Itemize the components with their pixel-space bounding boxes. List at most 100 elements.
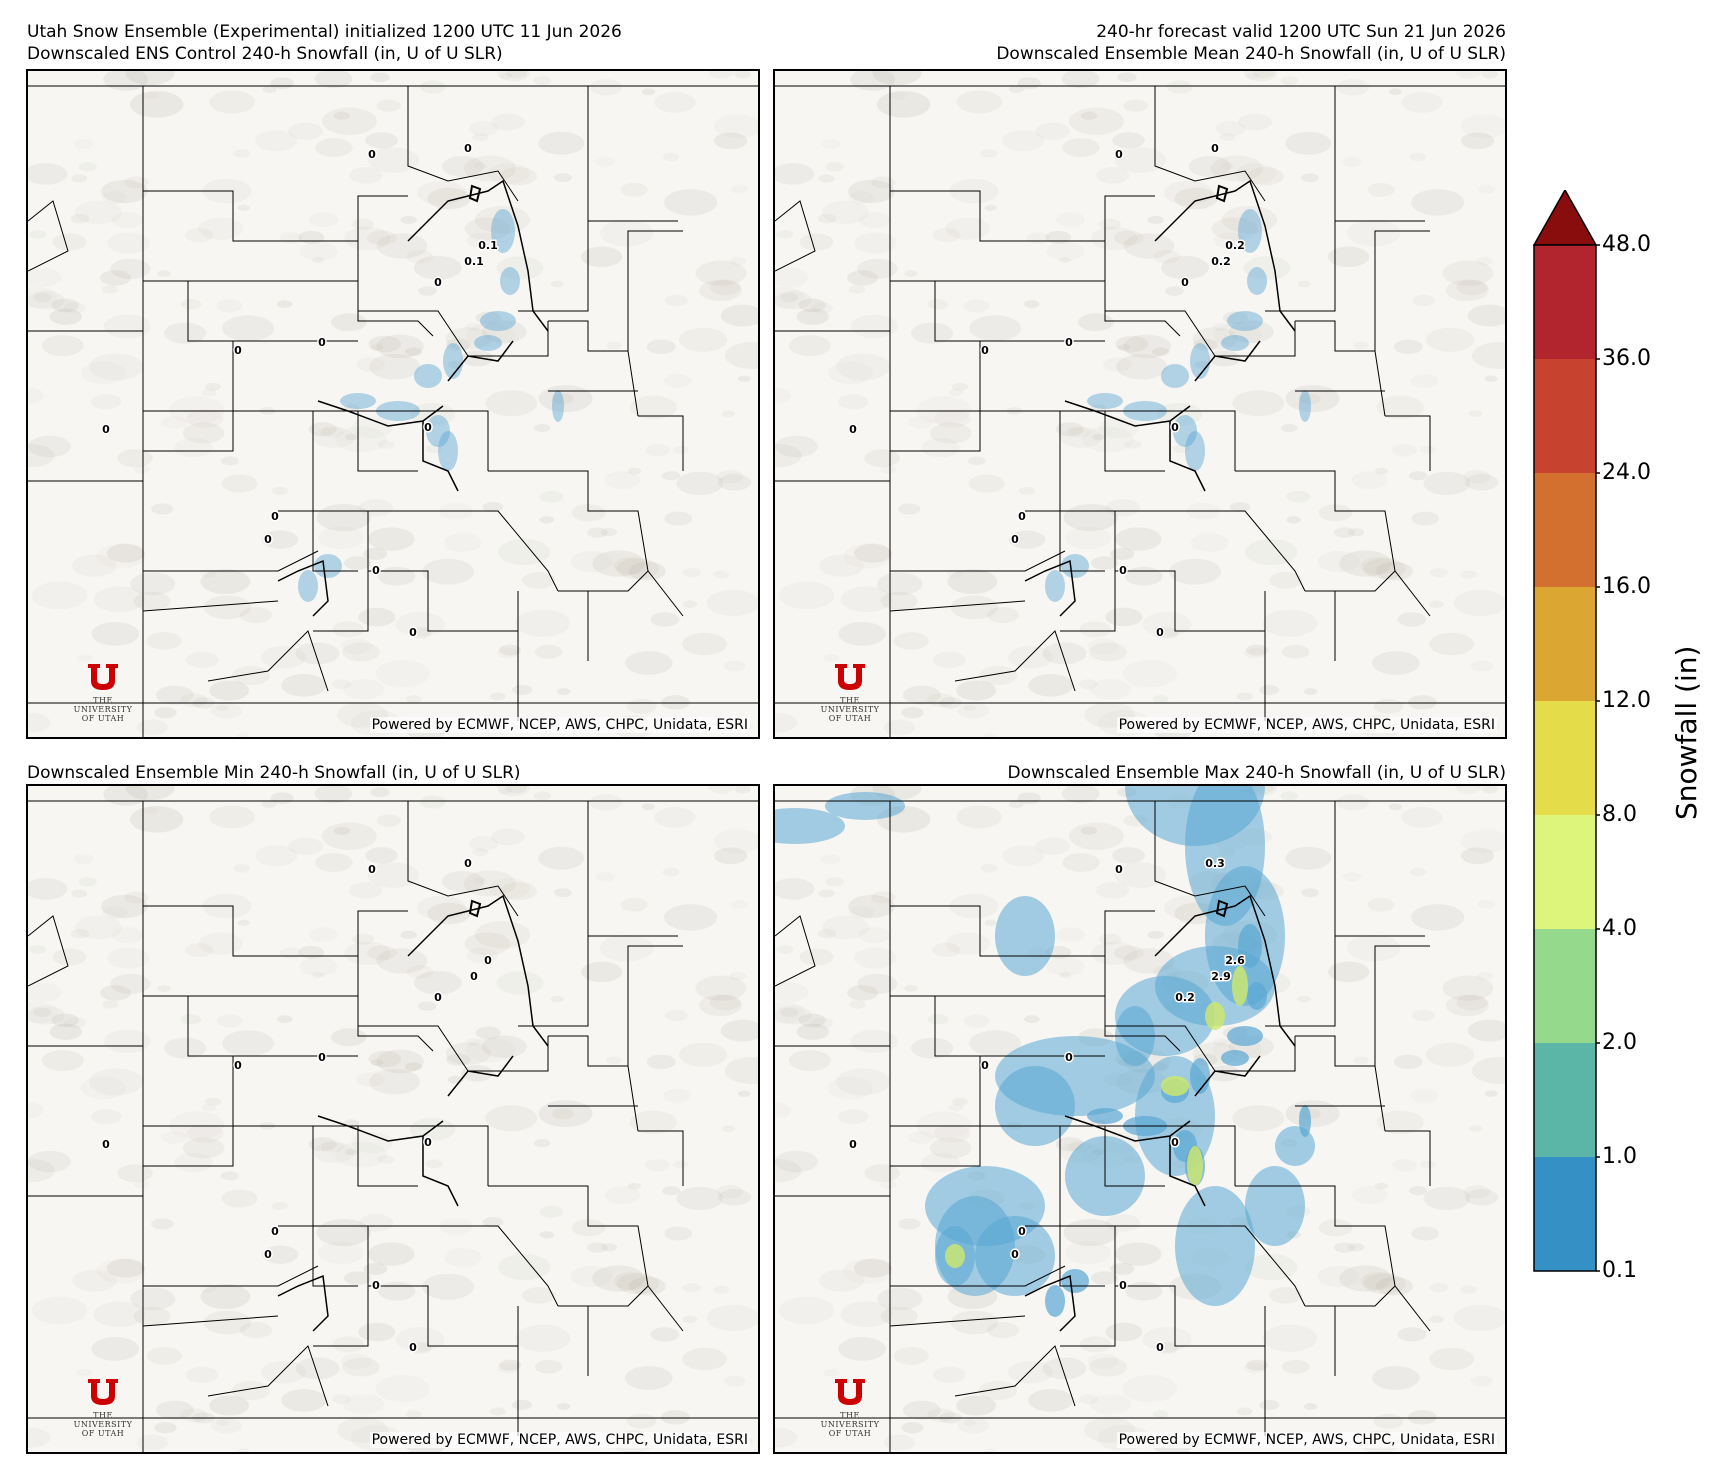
point-value-label: 0 [981, 344, 989, 357]
map-panel-max: 0 0.3 2.6 2.9 0.2 0 0 0 0 0 0 0 0 THE UNIVERSITY OF UTA… [773, 784, 1507, 1454]
county-boundaries [28, 800, 758, 1452]
university-logo: THE UNIVERSITY OF UTAH [58, 1377, 148, 1438]
point-value-label: 0 [1156, 626, 1164, 639]
colorbar-tick-label: 1.0 [1602, 1144, 1637, 1169]
colorbar-segment [1534, 587, 1596, 701]
point-value-label: 2.6 [1225, 954, 1245, 967]
point-value-label: 0 [849, 423, 857, 436]
logo-line-2: UNIVERSITY [820, 1420, 880, 1429]
point-value-label: 0 [1171, 421, 1179, 434]
ridge-lines [1024, 894, 1296, 1332]
panel-title-control: Downscaled ENS Control 240-h Snowfall (i… [27, 44, 503, 64]
colorbar-tick-label: 12.0 [1602, 688, 1651, 713]
logo-line-3: OF UTAH [828, 1429, 872, 1438]
terrain-shading [28, 71, 758, 737]
colorbar-segment [1534, 359, 1596, 473]
map-canvas: 0 0.3 2.6 2.9 0.2 0 0 0 0 0 0 0 0 [775, 786, 1505, 1452]
terrain-shading [28, 786, 758, 1452]
point-value-label: 0 [264, 533, 272, 546]
reservoir-outline [468, 899, 482, 918]
map-panel-mean: 0 0 0.2 0.2 0 0 0 0 0 0 0 0 0 THE UNIVERSITY OF UTAH Pow… [773, 69, 1507, 739]
university-logo: THE UNIVERSITY OF UTAH [805, 662, 895, 723]
point-labels: 0 0.3 2.6 2.9 0.2 0 0 0 0 0 0 0 0 [848, 856, 1247, 1356]
point-value-label: 0 [1011, 533, 1019, 546]
colorbar-segment [1534, 473, 1596, 587]
point-value-label: 0 [409, 1341, 417, 1354]
map-canvas: 0 0 0.2 0.2 0 0 0 0 0 0 0 0 0 [775, 71, 1505, 737]
ridge-lines [1024, 179, 1296, 617]
point-value-label: 0 [470, 970, 478, 983]
logo-line-2: UNIVERSITY [820, 705, 880, 714]
credit-text: Powered by ECMWF, NCEP, AWS, CHPC, Unida… [1116, 1432, 1497, 1448]
point-value-label: 0 [424, 1136, 432, 1149]
point-value-label: 0 [434, 276, 442, 289]
logo-line-2: UNIVERSITY [73, 705, 133, 714]
colorbar-tick-label: 2.0 [1602, 1030, 1637, 1055]
terrain-shading [775, 71, 1505, 737]
colorbar-tick-label: 0.1 [1602, 1258, 1637, 1283]
logo-line-3: OF UTAH [81, 714, 125, 723]
u-logo-icon [88, 1379, 118, 1405]
point-value-label: 0.1 [464, 255, 484, 268]
ridge-lines [277, 894, 549, 1332]
snowfall-shading [298, 209, 564, 602]
point-value-label: 0 [372, 564, 380, 577]
snowfall-shading [1045, 209, 1311, 602]
university-logo: THE UNIVERSITY OF UTAH [58, 662, 148, 723]
figure-title-left-1: Utah Snow Ensemble (Experimental) initia… [27, 22, 622, 42]
colorbar-segment [1534, 1043, 1596, 1157]
u-logo-icon [835, 1379, 865, 1405]
map-canvas: 0 0 0.1 0.1 0 0 0 0 0 0 0 0 0 [28, 71, 758, 737]
point-value-label: 0 [372, 1279, 380, 1292]
point-value-label: 0 [849, 1138, 857, 1151]
point-value-label: 0 [981, 1059, 989, 1072]
colorbar-tick-label: 16.0 [1602, 574, 1651, 599]
point-value-label: 0.3 [1205, 857, 1225, 870]
point-value-label: 0 [1119, 1279, 1127, 1292]
reservoir-outline [468, 184, 482, 203]
point-value-label: 0 [1181, 276, 1189, 289]
reservoir-outline [1215, 184, 1229, 203]
point-value-label: 0 [102, 1138, 110, 1151]
logo-line-1: THE [93, 696, 113, 705]
colorbar-segment [1534, 929, 1596, 1043]
point-value-label: 0 [1211, 142, 1219, 155]
colorbar: 48.0 36.0 24.0 16.0 12.0 8.0 4.0 2.0 1.0 0.1 Snow… [1530, 188, 1730, 1290]
point-value-label: 0 [434, 991, 442, 1004]
point-value-label: 0 [1115, 148, 1123, 161]
point-value-label: 0 [1011, 1248, 1019, 1261]
panel-title-min: Downscaled Ensemble Min 240-h Snowfall (… [27, 763, 521, 783]
point-value-label: 0 [1115, 863, 1123, 876]
colorbar-tick-label: 4.0 [1602, 916, 1637, 941]
logo-line-1: THE [840, 1411, 860, 1420]
colorbar-extend-arrow [1532, 188, 1598, 246]
colorbar-segment [1534, 1157, 1596, 1271]
point-value-label: 0 [264, 1248, 272, 1261]
county-boundaries [28, 85, 758, 737]
figure-title-right-1: 240-hr forecast valid 1200 UTC Sun 21 Ju… [1096, 22, 1506, 42]
point-value-label: 0 [409, 626, 417, 639]
u-logo-icon [88, 664, 118, 690]
logo-line-1: THE [93, 1411, 113, 1420]
point-value-label: 0.2 [1211, 255, 1231, 268]
point-value-label: 0 [271, 1225, 279, 1238]
colorbar-tick-label: 48.0 [1602, 232, 1651, 257]
colorbar-scale [1532, 188, 1602, 1272]
point-value-label: 0 [1018, 1225, 1026, 1238]
county-boundaries [775, 800, 1505, 1452]
point-value-label: 0 [271, 510, 279, 523]
logo-line-1: THE [840, 696, 860, 705]
credit-text: Powered by ECMWF, NCEP, AWS, CHPC, Unida… [369, 717, 750, 733]
point-value-label: 0 [368, 863, 376, 876]
colorbar-segment [1534, 245, 1596, 359]
map-panel-control: 0 0 0.1 0.1 0 0 0 0 0 0 0 0 0 THE UNIVERSITY OF UTAH Pow… [26, 69, 760, 739]
point-labels: 0 0 0.1 0.1 0 0 0 0 0 0 0 0 0 [101, 141, 500, 641]
point-labels: 0 0 0.2 0.2 0 0 0 0 0 0 0 0 0 [848, 141, 1247, 641]
colorbar-title: Snowfall (in) [1670, 645, 1703, 820]
point-value-label: 0 [1156, 1341, 1164, 1354]
panel-title-max: Downscaled Ensemble Max 240-h Snowfall (… [1007, 763, 1507, 783]
point-value-label: 0 [318, 1051, 326, 1064]
ridge-lines [277, 179, 549, 617]
